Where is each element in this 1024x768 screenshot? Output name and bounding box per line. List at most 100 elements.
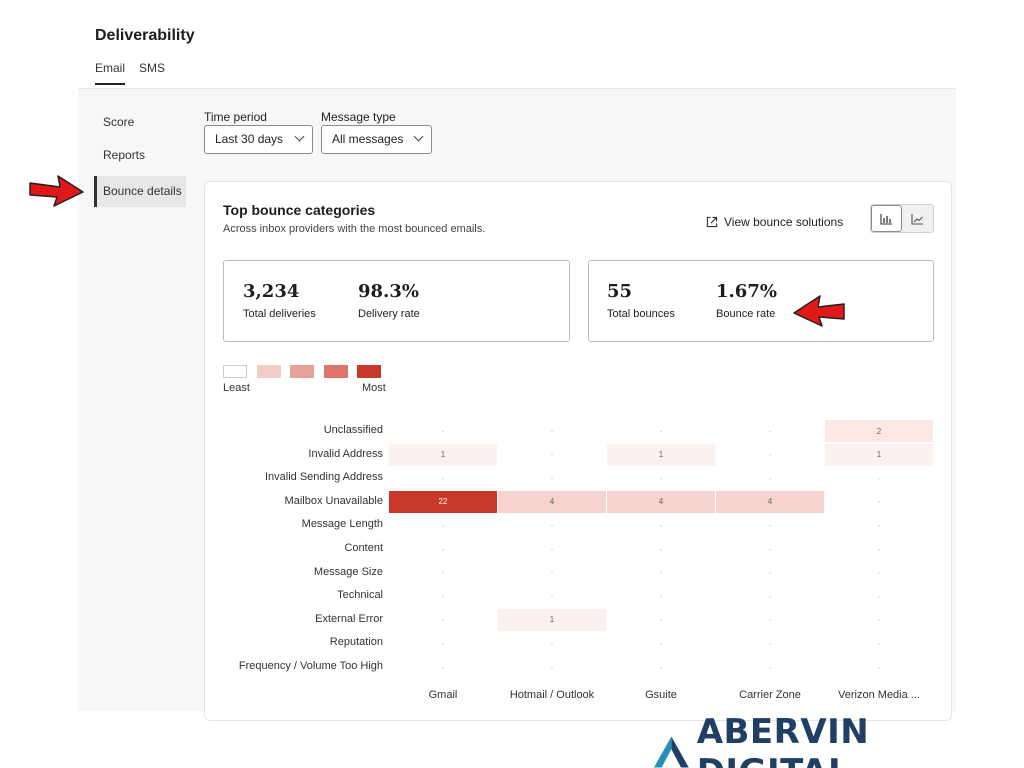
brand-logo: ABERVIN DIGITAL bbox=[652, 712, 1024, 768]
heatmap-cell[interactable]: - bbox=[550, 568, 554, 578]
view-bounce-solutions-link[interactable]: View bounce solutions bbox=[706, 215, 843, 229]
heatmap-cell[interactable]: 1 bbox=[389, 443, 497, 466]
heatmap-cell[interactable]: - bbox=[659, 520, 663, 530]
legend-most-label: Most bbox=[362, 382, 386, 394]
message-type-value: All messages bbox=[332, 132, 404, 146]
heatmap-row-label: Content bbox=[344, 542, 383, 554]
heatmap-cell[interactable]: - bbox=[441, 568, 445, 578]
heatmap-row-label: Unclassified bbox=[323, 424, 383, 436]
heatmap-row-label: Technical bbox=[337, 589, 383, 602]
heatmap-cell[interactable]: - bbox=[877, 497, 881, 507]
heatmap-cell[interactable]: - bbox=[550, 544, 554, 554]
heatmap-row-label: Message Size bbox=[313, 565, 383, 578]
heatmap-cell[interactable]: - bbox=[877, 473, 881, 483]
abervin-logo-icon bbox=[653, 736, 689, 768]
heatmap-cell[interactable]: - bbox=[877, 615, 881, 625]
heatmap-cell[interactable]: 4 bbox=[498, 490, 606, 513]
page-title: Deliverability bbox=[95, 27, 195, 44]
tab-sms[interactable]: SMS bbox=[139, 61, 166, 75]
heatmap-cell[interactable]: - bbox=[768, 615, 772, 625]
heatmap-cell[interactable]: - bbox=[441, 638, 445, 648]
heatmap-row-label: Invalid Address bbox=[308, 447, 383, 460]
bounce-rate-label: Bounce rate bbox=[716, 308, 776, 320]
tabs-divider bbox=[78, 88, 956, 89]
heatmap-cell[interactable]: - bbox=[877, 520, 881, 530]
heatmap-cell[interactable]: - bbox=[441, 520, 445, 530]
heatmap-cell[interactable]: - bbox=[877, 662, 881, 672]
heatmap-cell[interactable]: - bbox=[768, 473, 772, 483]
heatmap-cell[interactable]: - bbox=[550, 450, 554, 460]
heatmap-cell[interactable]: - bbox=[768, 638, 772, 648]
heatmap-cell[interactable]: - bbox=[550, 473, 554, 483]
time-period-select[interactable]: Last 30 days bbox=[204, 125, 313, 154]
heatmap-cell[interactable]: - bbox=[550, 662, 554, 672]
message-type-select[interactable]: All messages bbox=[321, 125, 432, 154]
heatmap-cell[interactable]: - bbox=[441, 426, 445, 436]
legend-least-label: Least bbox=[223, 382, 250, 394]
time-period-value: Last 30 days bbox=[215, 132, 284, 146]
total-deliveries-label: Total deliveries bbox=[243, 308, 316, 320]
total-bounces-label: Total bounces bbox=[607, 308, 675, 320]
heatmap-cell[interactable]: - bbox=[441, 591, 445, 601]
heatmap-cell[interactable]: - bbox=[659, 615, 663, 625]
heatmap-row-label: Message Length bbox=[301, 518, 383, 531]
heatmap-cell[interactable]: - bbox=[768, 450, 772, 460]
heatmap-cell[interactable]: 4 bbox=[716, 490, 824, 513]
heatmap-cell[interactable]: - bbox=[768, 520, 772, 530]
heatmap-row-label: Mailbox Unavailable bbox=[284, 494, 383, 507]
heatmap-cell[interactable]: 4 bbox=[607, 490, 715, 513]
heatmap-cell[interactable]: - bbox=[768, 544, 772, 554]
side-nav: Score Reports Bounce details bbox=[94, 110, 186, 209]
heatmap-cell[interactable]: - bbox=[441, 615, 445, 625]
heatmap-cell[interactable]: - bbox=[550, 638, 554, 648]
heatmap-cell[interactable]: - bbox=[659, 473, 663, 483]
heatmap-cell[interactable]: 22 bbox=[389, 490, 497, 513]
heatmap-cell[interactable]: - bbox=[877, 568, 881, 578]
heatmap-cell[interactable]: - bbox=[877, 638, 881, 648]
heatmap-cell[interactable]: - bbox=[768, 662, 772, 672]
heatmap-cell[interactable]: - bbox=[659, 544, 663, 554]
heatmap-cell[interactable]: - bbox=[877, 591, 881, 601]
legend-swatch bbox=[256, 365, 281, 378]
heatmap-cell[interactable]: 1 bbox=[498, 608, 606, 631]
heatmap-cell[interactable]: 1 bbox=[825, 443, 933, 466]
heatmap-cell[interactable]: - bbox=[659, 638, 663, 648]
legend-swatch bbox=[357, 365, 381, 378]
card-subtitle: Across inbox providers with the most bou… bbox=[223, 223, 486, 235]
heatmap-cell[interactable]: - bbox=[550, 520, 554, 530]
heatmap-row-label: External Error bbox=[315, 612, 383, 625]
channel-tabs: Email SMS bbox=[95, 61, 165, 85]
heatmap-cell[interactable]: 2 bbox=[825, 420, 933, 442]
bar-view-button[interactable] bbox=[871, 205, 903, 232]
line-chart-icon bbox=[911, 213, 924, 225]
heatmap-cell[interactable]: - bbox=[659, 591, 663, 601]
annotation-arrow-left-icon bbox=[793, 295, 845, 327]
heatmap-column-label: Gmail bbox=[428, 689, 458, 701]
heatmap-cell[interactable]: - bbox=[659, 568, 663, 578]
heatmap-cell[interactable]: 1 bbox=[607, 443, 715, 466]
line-view-button[interactable] bbox=[902, 205, 933, 232]
legend-swatch bbox=[290, 365, 314, 378]
heatmap-cell[interactable]: - bbox=[768, 568, 772, 578]
heatmap-cell[interactable]: - bbox=[659, 426, 663, 436]
heatmap-row-label: Frequency / Volume Too High bbox=[238, 660, 383, 672]
heatmap-cell[interactable]: - bbox=[550, 591, 554, 601]
delivery-rate-value: 98.3% bbox=[358, 281, 419, 302]
tab-email[interactable]: Email bbox=[95, 61, 126, 85]
annotation-arrow-right-icon bbox=[29, 175, 84, 207]
heatmap-cell[interactable]: - bbox=[659, 662, 663, 672]
heatmap-cell[interactable]: - bbox=[441, 473, 445, 483]
external-link-icon bbox=[706, 216, 718, 228]
heatmap-cell[interactable]: - bbox=[550, 426, 554, 436]
heatmap-cell[interactable]: - bbox=[441, 544, 445, 554]
heatmap-cell[interactable]: - bbox=[441, 662, 445, 672]
heatmap-cell[interactable]: - bbox=[768, 426, 772, 436]
chevron-down-icon bbox=[413, 131, 424, 142]
sidebar-item-reports[interactable]: Reports bbox=[103, 148, 146, 162]
sidebar-item-score[interactable]: Score bbox=[103, 115, 135, 129]
heatmap-cell[interactable]: - bbox=[768, 591, 772, 601]
sidebar-item-bounce-details[interactable]: Bounce details bbox=[94, 176, 186, 207]
heatmap-cell[interactable]: - bbox=[877, 544, 881, 554]
bounces-stat-box: 55 Total bounces 1.67% Bounce rate bbox=[588, 260, 934, 342]
total-bounces-value: 55 bbox=[607, 281, 633, 302]
